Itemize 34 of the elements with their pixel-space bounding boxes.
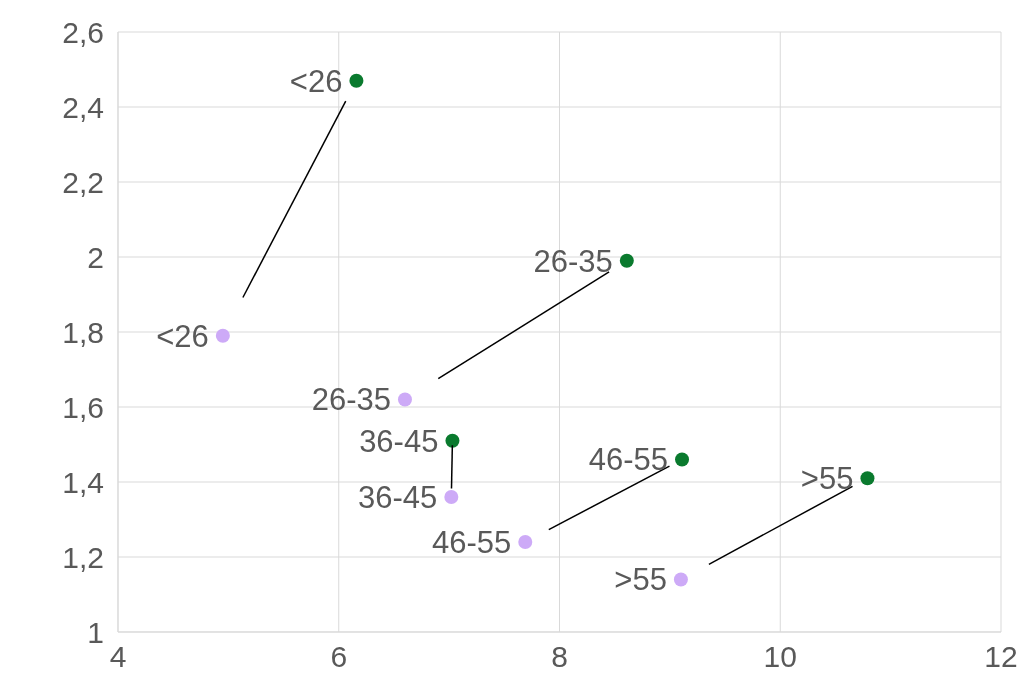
y-tick-label: 2,2 <box>62 165 104 199</box>
y-tick-label: 1,6 <box>62 390 104 424</box>
annotation: 46-55 <box>588 442 669 478</box>
point <box>518 535 533 549</box>
x-tick-label: 8 <box>551 640 568 674</box>
x-tick-label: 4 <box>109 640 127 674</box>
annotation: >55 <box>800 461 854 497</box>
annotation: 46-55 <box>431 524 512 560</box>
annotation: 26-35 <box>533 243 613 279</box>
point <box>619 253 634 268</box>
point <box>860 471 875 486</box>
point <box>349 73 364 88</box>
point <box>215 328 230 343</box>
annotation: >55 <box>614 562 667 598</box>
point <box>673 572 688 587</box>
annotation: <26 <box>156 318 209 354</box>
annotation: 36-45 <box>358 479 438 515</box>
point <box>397 392 412 407</box>
x-tick-label: 6 <box>330 640 348 674</box>
point <box>445 433 460 448</box>
y-tick-label: 2 <box>87 240 104 274</box>
point <box>444 490 459 504</box>
annotation: <26 <box>289 63 343 99</box>
y-tick-label: 2,4 <box>62 90 104 124</box>
annotation: 26-35 <box>311 382 391 418</box>
x-tick-label: 12 <box>984 640 1018 674</box>
y-tick-label: 2,6 <box>62 15 104 49</box>
y-tick-label: 1,2 <box>62 540 104 574</box>
annotation: 36-45 <box>359 423 439 459</box>
y-tick-label: 1 <box>87 615 104 649</box>
y-tick-label: 1,4 <box>62 465 104 499</box>
x-tick-label: 10 <box>763 640 797 674</box>
y-tick-label: 1,8 <box>62 315 104 349</box>
point <box>675 452 690 467</box>
